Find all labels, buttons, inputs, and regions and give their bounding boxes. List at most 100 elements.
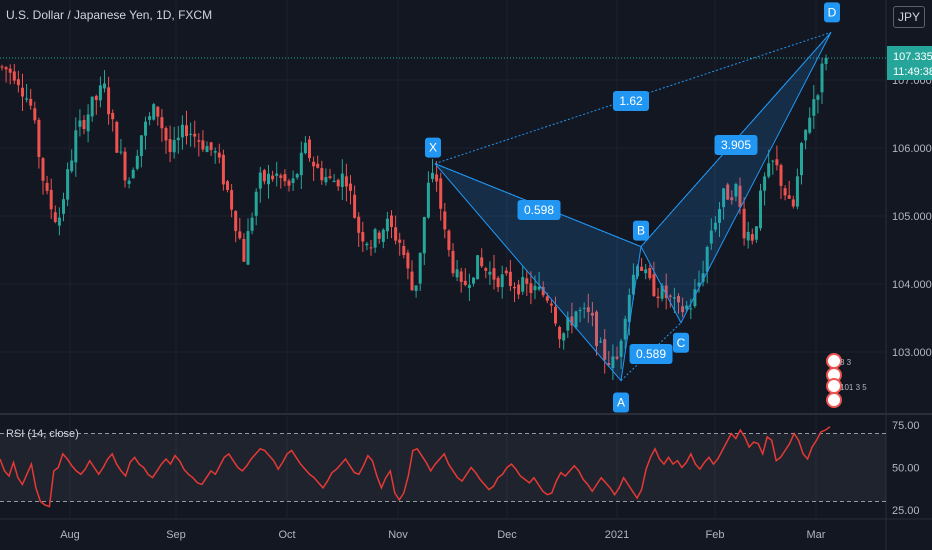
candle-body	[168, 139, 172, 152]
event-marker-icon	[826, 392, 842, 408]
rsi-tick-label: 50.00	[892, 463, 920, 475]
candle-body	[562, 333, 566, 341]
candle-body	[267, 173, 270, 185]
candle-body	[344, 176, 348, 187]
candle-body	[726, 184, 730, 200]
candle-body	[279, 175, 283, 178]
chart-title: U.S. Dollar / Japanese Yen, 1D, FXCM	[6, 8, 213, 22]
candle-body	[525, 278, 529, 284]
candle-body	[549, 303, 553, 306]
candle-body	[152, 104, 156, 120]
time-tick-label: Oct	[278, 529, 295, 541]
candle-body	[611, 356, 615, 369]
candle-body	[804, 129, 808, 141]
candle-body	[221, 154, 225, 185]
price-tick-label: 106.000	[892, 143, 932, 155]
candle-body	[90, 96, 94, 117]
candle-body	[189, 133, 193, 135]
candle-body	[238, 231, 242, 239]
candle-body	[390, 215, 393, 228]
candle-body	[484, 268, 488, 271]
candle-body	[488, 271, 492, 275]
pattern-ratio-ac-bg	[629, 344, 673, 364]
candle-body	[783, 188, 787, 196]
event-marker-icon	[826, 378, 842, 394]
candle-body	[431, 172, 434, 179]
price-tick-label: 103.000	[892, 347, 932, 359]
pattern-ratio-xd: 1.62	[619, 94, 643, 108]
pattern-point-a: A	[617, 396, 625, 410]
candle-body	[640, 266, 644, 271]
candle-body	[795, 176, 799, 207]
candle-body	[529, 283, 533, 293]
candle-body	[53, 212, 57, 222]
pattern-point-x: X	[429, 141, 437, 155]
candle-body	[94, 95, 98, 101]
candle-body	[12, 71, 16, 81]
candle-body	[107, 87, 111, 115]
candle-body	[767, 163, 771, 177]
candle-body	[648, 267, 652, 279]
candle-body	[808, 117, 812, 133]
candle-body	[21, 87, 24, 97]
candle-body	[447, 230, 451, 250]
candle-body	[750, 234, 754, 241]
candle-body	[172, 140, 176, 153]
candle-body	[213, 151, 217, 153]
candle-body	[246, 231, 250, 265]
candle-body	[373, 229, 377, 248]
candle-body	[369, 247, 373, 249]
candle-body	[406, 252, 410, 269]
candle-body	[291, 178, 295, 184]
candle-body	[513, 286, 516, 289]
candle-body	[554, 306, 557, 324]
time-tick-label: Dec	[497, 529, 517, 541]
candle-body	[615, 356, 619, 359]
candle-body	[135, 155, 139, 169]
candle-body	[521, 277, 525, 292]
candle-body	[316, 163, 320, 168]
currency-badge[interactable]: JPY	[893, 6, 925, 28]
candle-body	[418, 252, 422, 284]
countdown-label: 11:49:38	[893, 66, 932, 78]
candle-body	[197, 140, 201, 142]
candles-group	[0, 54, 828, 381]
candle-body	[0, 66, 4, 68]
event-marker-label: 8 3	[840, 358, 852, 367]
candle-body	[439, 178, 443, 209]
candle-body	[590, 312, 594, 316]
pattern-point-a-bg	[613, 392, 629, 413]
candle-body	[131, 169, 135, 179]
rsi-tick-label: 25.00	[892, 505, 920, 517]
candle-body	[517, 284, 521, 295]
candle-body	[754, 226, 758, 240]
event-marker-label: 101 3 5	[840, 383, 867, 392]
candle-body	[82, 120, 86, 129]
rsi-indicator-label: RSI (14, close)	[6, 428, 79, 440]
candle-body	[672, 297, 676, 299]
candle-body	[139, 135, 143, 157]
candle-body	[599, 341, 603, 343]
candle-body	[586, 307, 590, 312]
candle-body	[254, 191, 258, 216]
candle-body	[595, 311, 598, 347]
pattern-point-d: D	[828, 5, 837, 19]
candle-body	[385, 218, 389, 232]
candle-body	[443, 211, 447, 230]
candle-body	[816, 95, 820, 100]
candle-body	[148, 116, 152, 120]
candle-body	[111, 112, 115, 120]
candle-body	[693, 289, 697, 307]
candle-body	[234, 211, 238, 232]
event-marker-icon	[826, 353, 842, 369]
candle-body	[742, 208, 746, 239]
candle-body	[41, 158, 45, 181]
candle-body	[299, 152, 303, 176]
candle-body	[730, 197, 734, 201]
candle-body	[394, 227, 398, 241]
candle-body	[357, 216, 361, 233]
candle-body	[308, 139, 311, 159]
candle-body	[738, 185, 742, 207]
